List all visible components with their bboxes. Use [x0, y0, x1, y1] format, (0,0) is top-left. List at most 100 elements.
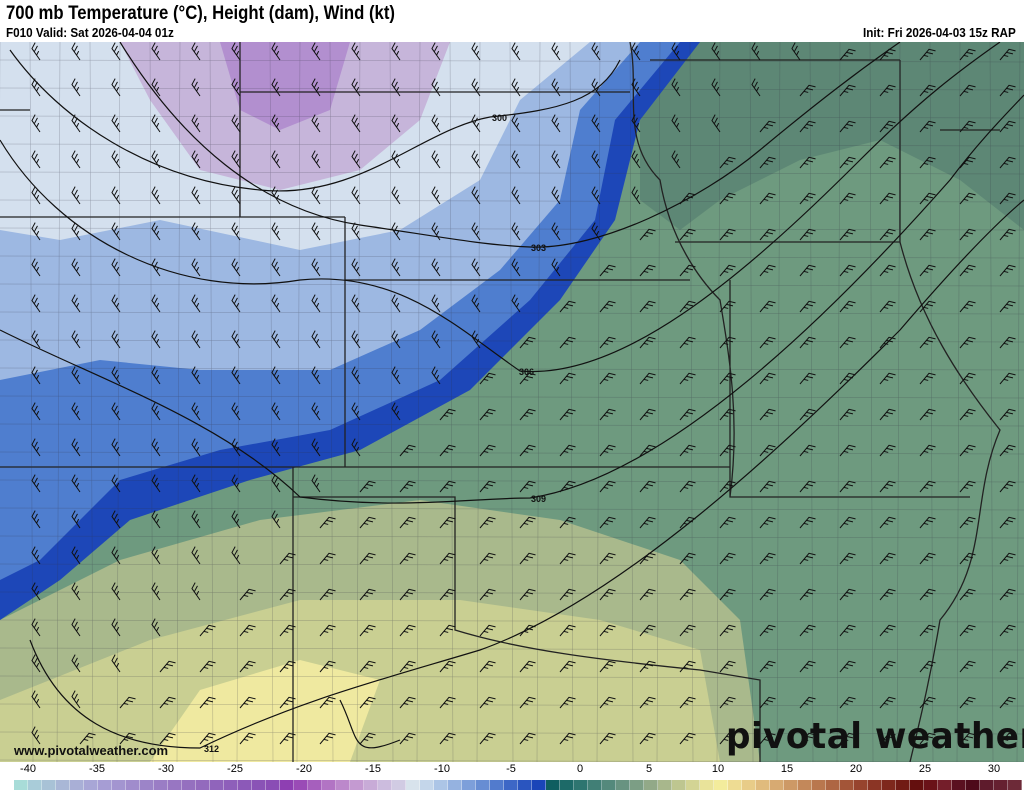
wind-barb: [431, 258, 441, 277]
wind-barb: [551, 258, 561, 277]
wind-barb: [511, 222, 521, 241]
county-line: [656, 42, 661, 762]
wind-barb: [271, 150, 281, 169]
colorbar-swatch: [784, 780, 798, 790]
wind-barb: [231, 510, 241, 529]
wind-barb: [591, 186, 601, 205]
colorbar-tick-label: -10: [434, 763, 450, 775]
wind-barb: [351, 186, 361, 205]
colorbar-swatch: [616, 780, 630, 790]
weather-map[interactable]: 300 303 306 309 312: [0, 42, 1024, 762]
wind-barb: [391, 78, 401, 97]
wind-barb: [271, 510, 281, 529]
wind-barb: [919, 516, 936, 529]
wind-barb: [679, 624, 696, 637]
wind-barb: [431, 78, 441, 97]
wind-barb: [191, 474, 201, 493]
wind-barb: [351, 402, 361, 421]
colorbar-swatch: [210, 780, 224, 790]
wind-barb: [999, 552, 1016, 565]
wind-barb: [279, 588, 296, 601]
wind-barb: [679, 336, 696, 349]
wind-barb: [71, 402, 81, 421]
wind-barb: [71, 618, 81, 637]
wind-barb: [231, 546, 241, 565]
wind-barb: [359, 588, 376, 601]
colorbar-swatch: [714, 780, 728, 790]
wind-barb: [631, 78, 641, 97]
wind-barb: [431, 222, 441, 241]
wind-barb: [599, 516, 616, 529]
wind-barb: [71, 582, 81, 601]
colorbar-swatch: [168, 780, 182, 790]
colorbar-swatch: [756, 780, 770, 790]
county-line: [0, 311, 1024, 315]
wind-barb: [471, 114, 481, 133]
wind-barb: [959, 624, 976, 637]
colorbar-swatch: [364, 780, 378, 790]
wind-barb: [319, 696, 336, 709]
colorbar-swatch: [812, 780, 826, 790]
wind-barb: [151, 366, 161, 385]
colorbar-tick-label: -5: [506, 763, 516, 775]
wind-barb: [559, 300, 576, 313]
colorbar-tick-label: 0: [576, 763, 584, 775]
wind-barb: [31, 582, 41, 601]
wind-barb: [231, 366, 241, 385]
wind-barb: [959, 84, 976, 97]
wind-barb: [919, 696, 936, 709]
wind-barb: [511, 150, 521, 169]
wind-barb: [399, 624, 416, 637]
colorbar-swatch: [644, 780, 658, 790]
county-line: [176, 42, 181, 762]
wind-barb: [559, 552, 576, 565]
wind-barb: [151, 114, 161, 133]
colorbar-swatch: [238, 780, 252, 790]
wind-barb: [231, 258, 241, 277]
wind-barb: [71, 78, 81, 97]
wind-barb: [151, 186, 161, 205]
wind-barb: [599, 624, 616, 637]
colorbar-tick-label: -35: [89, 763, 105, 775]
wind-barb: [879, 120, 896, 133]
wind-barb: [631, 42, 641, 61]
wind-barb: [999, 300, 1016, 313]
wind-barb: [599, 372, 616, 385]
wind-barb: [919, 264, 936, 277]
wind-barb: [351, 222, 361, 241]
wind-barb: [959, 660, 976, 673]
wind-barb: [919, 624, 936, 637]
contour-label: 309: [531, 494, 546, 504]
wind-barb: [151, 402, 161, 421]
wind-barb: [319, 624, 336, 637]
wind-barb: [231, 42, 241, 61]
county-line: [0, 619, 1024, 623]
wind-barb: [399, 660, 416, 673]
wind-barb: [639, 660, 656, 673]
wind-barb: [599, 480, 616, 493]
county-line: [1016, 42, 1021, 762]
wind-barb: [519, 588, 536, 601]
wind-barb: [391, 258, 401, 277]
wind-barb: [759, 444, 776, 457]
county-line: [416, 42, 421, 762]
colorbar-swatch: [252, 780, 266, 790]
wind-barb: [919, 300, 936, 313]
wind-barb: [431, 330, 441, 349]
colorbar-swatch: [602, 780, 616, 790]
wind-barb: [71, 438, 81, 457]
wind-barb: [151, 222, 161, 241]
wind-barb: [879, 300, 896, 313]
wind-barb: [999, 408, 1016, 421]
wind-barb: [559, 660, 576, 673]
colorbar-swatch: [686, 780, 700, 790]
county-line: [0, 507, 1024, 511]
wind-barb: [879, 228, 896, 241]
wind-barb: [31, 474, 41, 493]
wind-barb: [639, 264, 656, 277]
wind-barb: [359, 516, 376, 529]
colorbar-swatch: [154, 780, 168, 790]
contour-300: [9, 49, 621, 192]
wind-barb: [71, 222, 81, 241]
county-line: [0, 171, 1024, 175]
